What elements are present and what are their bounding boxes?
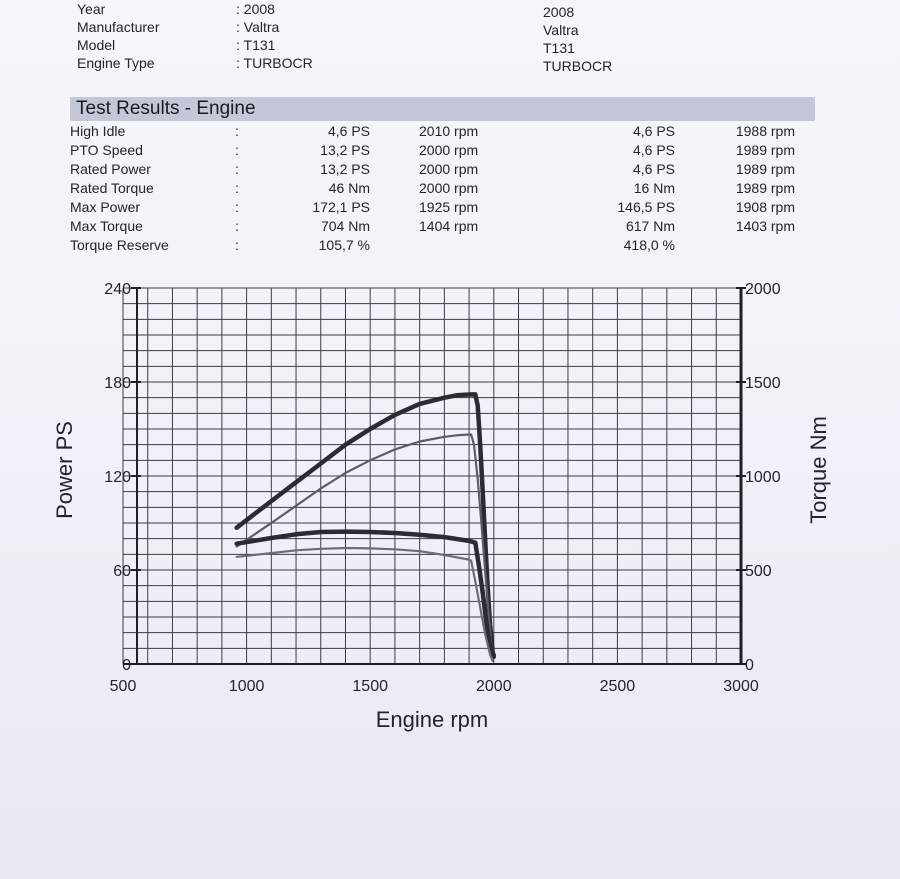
y-tick-label: 0 xyxy=(122,657,131,674)
vehicle-info-test2: 2008 Valtra T131 TURBOCR xyxy=(543,3,612,75)
x-axis-title: Engine rpm xyxy=(376,707,489,732)
result-colon: : xyxy=(235,218,239,234)
result-value-1: 704 Nm xyxy=(320,218,370,234)
result-colon: : xyxy=(235,237,239,253)
result-colon: : xyxy=(235,161,239,177)
x-tick-label: 2000 xyxy=(476,678,512,695)
series-line-3 xyxy=(234,529,497,658)
result-value-2: 4,6 PS xyxy=(632,123,675,139)
result-rpm-1: 1404 rpm xyxy=(419,218,479,234)
value-engine-type-2: TURBOCR xyxy=(543,58,613,74)
result-value-2: 146,5 PS xyxy=(617,199,675,215)
result-rpm-1: 2000 rpm xyxy=(419,142,479,158)
result-label: Max Torque xyxy=(70,218,143,234)
y-tick-label: 60 xyxy=(113,563,131,580)
result-rpm-2: 1403 rpm xyxy=(735,218,795,234)
y2-axis-title: Torque Nm xyxy=(806,416,831,524)
result-value-2: 16 Nm xyxy=(633,180,675,196)
result-value-1: 46 Nm xyxy=(328,180,370,196)
result-value-1: 105,7 % xyxy=(318,237,370,253)
result-colon: : xyxy=(235,180,239,196)
result-rpm-2: 1988 rpm xyxy=(735,123,795,139)
result-label: Rated Power xyxy=(70,161,151,177)
result-rpm-2: 1989 rpm xyxy=(735,142,795,158)
result-label: PTO Speed xyxy=(70,142,143,158)
y2-tick-label: 2000 xyxy=(745,281,781,298)
series-line-1 xyxy=(234,392,497,660)
y2-tick-label: 1500 xyxy=(745,375,781,392)
result-value-1: 13,2 PS xyxy=(320,142,370,158)
result-value-1: 172,1 PS xyxy=(312,199,370,215)
result-rpm-1: 2010 rpm xyxy=(419,123,479,139)
result-value-1: 4,6 PS xyxy=(327,123,370,139)
result-rpm-1: 1925 rpm xyxy=(419,199,479,215)
y-axis-title: Power PS xyxy=(52,421,77,519)
y-tick-label: 240 xyxy=(104,281,131,298)
label-engine-type: Engine Type xyxy=(77,55,155,71)
series-line-2 xyxy=(235,433,494,658)
label-manufacturer: Manufacturer xyxy=(77,19,160,35)
result-label: Max Power xyxy=(70,199,141,215)
value-year-2: 2008 xyxy=(543,4,575,20)
y2-tick-label: 1000 xyxy=(745,469,781,486)
result-value-1: 13,2 PS xyxy=(320,161,370,177)
y2-tick-label: 500 xyxy=(745,563,772,580)
x-tick-label: 2500 xyxy=(600,678,636,695)
result-rpm-2: 1989 rpm xyxy=(735,180,795,196)
result-colon: : xyxy=(235,142,239,158)
result-value-2: 418,0 % xyxy=(623,237,675,253)
vehicle-info-labels: Year Manufacturer Model Engine Type xyxy=(77,0,159,72)
x-tick-label: 500 xyxy=(110,678,137,695)
value-manufacturer-2: Valtra xyxy=(543,22,579,38)
result-rpm-1: 2000 rpm xyxy=(419,180,479,196)
result-colon: : xyxy=(235,199,239,215)
value-model-2: T131 xyxy=(543,40,575,56)
value-manufacturer-1: : Valtra xyxy=(236,19,280,35)
y-tick-label: 180 xyxy=(104,375,131,392)
series-line-4 xyxy=(235,546,494,663)
value-year-1: : 2008 xyxy=(236,1,275,17)
value-engine-type-1: : TURBOCR xyxy=(236,55,313,71)
label-model: Model xyxy=(77,37,116,53)
label-year: Year xyxy=(77,1,106,17)
chart-series xyxy=(234,392,497,663)
x-tick-label: 3000 xyxy=(723,678,759,695)
result-label: Rated Torque xyxy=(70,180,154,196)
value-model-1: : T131 xyxy=(236,37,276,53)
result-rpm-2: 1908 rpm xyxy=(735,199,795,215)
result-label: High Idle xyxy=(70,123,126,139)
chart-grid xyxy=(122,287,742,665)
result-rpm-2: 1989 rpm xyxy=(735,161,795,177)
y2-tick-label: 0 xyxy=(745,657,754,674)
x-tick-label: 1500 xyxy=(352,678,388,695)
result-rpm-1: 2000 rpm xyxy=(419,161,479,177)
y-tick-label: 120 xyxy=(104,469,131,486)
result-value-2: 617 Nm xyxy=(625,218,675,234)
result-value-2: 4,6 PS xyxy=(632,161,675,177)
result-label: Torque Reserve xyxy=(70,237,169,253)
result-colon: : xyxy=(235,123,239,139)
section-header-bar: Test Results - Engine xyxy=(70,97,815,121)
section-title: Test Results - Engine xyxy=(76,98,256,119)
chart-ticks: 500 1000 1500 2000 2500 3000 0 60 120 180 240 0 500 1… xyxy=(104,281,780,695)
result-value-2: 4,6 PS xyxy=(632,142,675,158)
vehicle-info-test1: : 2008 : Valtra : T131 : TURBOCR xyxy=(236,0,313,72)
x-tick-label: 1000 xyxy=(229,678,265,695)
